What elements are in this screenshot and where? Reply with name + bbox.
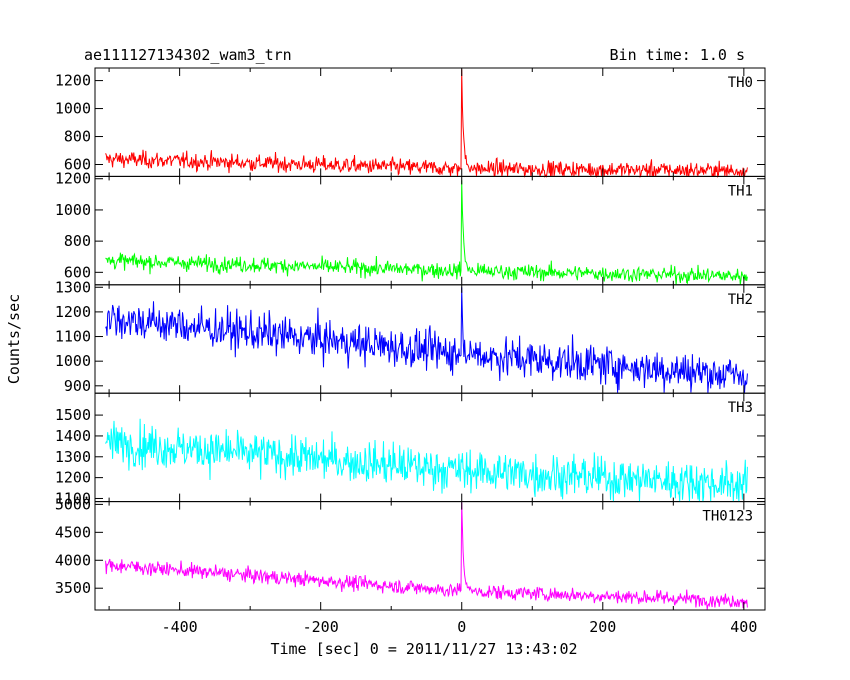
y-tick-label: 5000: [55, 495, 91, 513]
y-tick-label: 3500: [55, 579, 91, 597]
y-tick-label: 1100: [55, 328, 91, 346]
y-tick-label: 800: [64, 232, 91, 250]
y-tick-label: 1200: [55, 170, 91, 188]
y-tick-label: 4000: [55, 551, 91, 569]
x-tick-label: -400: [162, 618, 198, 636]
panel-frame: [94, 501, 766, 611]
panel-label-th0: TH0: [728, 75, 753, 91]
chart-subtitle: Bin time: 1.0 s: [610, 46, 745, 64]
series-line-th2: [105, 287, 748, 394]
y-tick-label: 1300: [55, 448, 91, 466]
series-line-th0123: [105, 502, 748, 610]
panel-label-th2: TH2: [728, 292, 753, 308]
y-tick-label: 800: [64, 128, 91, 146]
y-tick-label: 1400: [55, 427, 91, 445]
x-tick-label: -200: [303, 618, 339, 636]
y-tick-label: 1200: [55, 72, 91, 90]
y-tick-label: 1000: [55, 352, 91, 370]
y-tick-label: 1200: [55, 469, 91, 487]
y-tick-label: 600: [64, 156, 91, 174]
y-tick-label: 1300: [55, 278, 91, 296]
series-line-th0: [105, 69, 748, 179]
x-tick-label: 0: [457, 618, 466, 636]
y-tick-label: 900: [64, 377, 91, 395]
panel-label-th3: TH3: [728, 400, 753, 416]
panels-group: 600 800 1000 1200 TH0 600 800 1000 1200 TH1 900 100…: [55, 67, 766, 636]
y-tick-label: 600: [64, 263, 91, 281]
panel-label-th0123: TH0123: [702, 509, 753, 525]
y-tick-label: 1100: [55, 489, 91, 507]
x-axis-title: Time [sec] 0 = 2011/11/27 13:43:02: [270, 640, 577, 658]
y-tick-label: 4500: [55, 523, 91, 541]
panel-label-th1: TH1: [728, 183, 753, 199]
y-tick-label: 1000: [55, 201, 91, 219]
y-tick-label: 1200: [55, 303, 91, 321]
x-tick-label: 200: [589, 618, 616, 636]
y-tick-label: 1000: [55, 100, 91, 118]
x-tick-label: 400: [730, 618, 757, 636]
series-line-th1: [105, 180, 748, 285]
chart-title: ae111127134302_wam3_trn: [84, 46, 292, 64]
y-tick-label: 1500: [55, 406, 91, 424]
y-axis-title: Counts/sec: [5, 294, 23, 384]
series-line-th3: [105, 418, 748, 502]
